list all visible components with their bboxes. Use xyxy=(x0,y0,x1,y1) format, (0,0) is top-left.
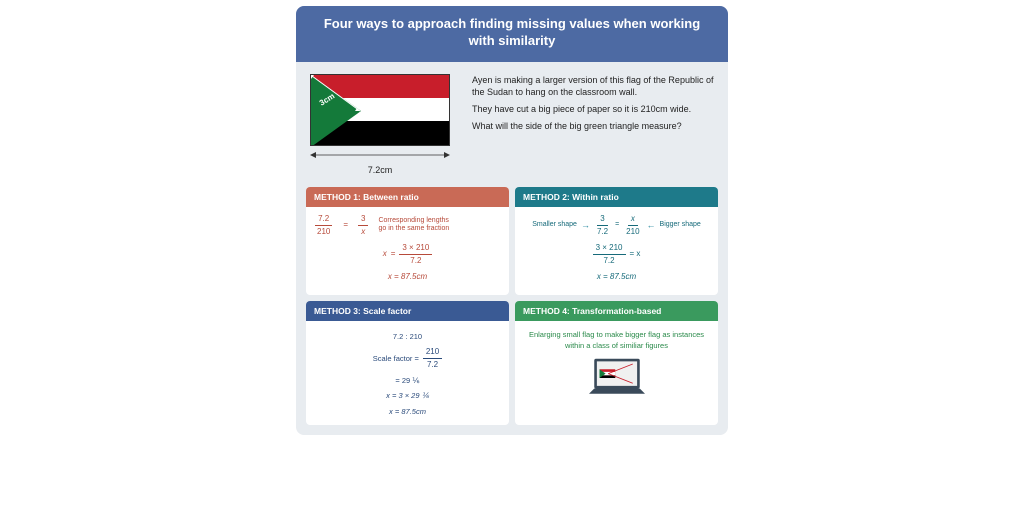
method-3-title: METHOD 3: Scale factor xyxy=(306,301,509,321)
problem-p1: Ayen is making a larger version of this … xyxy=(472,74,714,98)
m1-step2-frac: 3 × 210 7.2 xyxy=(399,242,432,267)
m3-line1: 7.2 : 210 xyxy=(393,331,422,342)
flag-triangle xyxy=(311,75,450,146)
arrow-right-icon: → xyxy=(581,219,590,233)
m3-line4: x = 3 × 29 ⅙ xyxy=(386,390,429,401)
methods-grid: METHOD 1: Between ratio 7.2 210 = 3 x Co… xyxy=(296,181,728,435)
method-3: METHOD 3: Scale factor 7.2 : 210 Scale f… xyxy=(306,301,509,425)
m3-sf-frac: 210 7.2 xyxy=(423,346,442,371)
m1-result: x = 87.5cm xyxy=(388,271,427,283)
m1-note: Corresponding lengths go in the same fra… xyxy=(378,217,450,234)
m2-frac1: 3 7.2 xyxy=(594,213,611,238)
title-bar: Four ways to approach finding missing va… xyxy=(296,6,728,62)
m4-text: Enlarging small flag to make bigger flag… xyxy=(523,329,710,352)
m3-result: x = 87.5cm xyxy=(389,406,426,417)
method-1: METHOD 1: Between ratio 7.2 210 = 3 x Co… xyxy=(306,187,509,295)
method-2-title: METHOD 2: Within ratio xyxy=(515,187,718,207)
m2-left-label: Smaller shape xyxy=(532,220,577,231)
m3-line3: = 29 ⅙ xyxy=(395,375,419,386)
m3-sf-label: Scale factor = xyxy=(373,353,419,364)
m2-result: x = 87.5cm xyxy=(597,271,636,283)
m2-frac2: x 210 xyxy=(623,213,642,238)
m2-right-label: Bigger shape xyxy=(660,220,701,231)
method-1-title: METHOD 1: Between ratio xyxy=(306,187,509,207)
infographic-title: Four ways to approach finding missing va… xyxy=(324,16,700,48)
infographic-card: Four ways to approach finding missing va… xyxy=(296,6,728,435)
problem-section: 3cm 7.2cm Ayen is making a larger versio… xyxy=(296,62,728,181)
method-2: METHOD 2: Within ratio Smaller shape → 3… xyxy=(515,187,718,295)
width-arrow xyxy=(310,151,450,159)
m1-frac1: 7.2 210 xyxy=(314,213,333,238)
flag-width-label: 7.2cm xyxy=(310,165,450,175)
m2-step2-frac: 3 × 210 7.2 xyxy=(593,242,626,267)
arrow-left-icon: ← xyxy=(647,219,656,233)
m1-frac2: 3 x xyxy=(358,213,368,238)
problem-p2: They have cut a big piece of paper so it… xyxy=(472,103,714,115)
method-4-title: METHOD 4: Transformation-based xyxy=(515,301,718,321)
sudan-flag: 3cm xyxy=(310,74,450,146)
laptop-icon xyxy=(582,357,652,401)
problem-p3: What will the side of the big green tria… xyxy=(472,120,714,132)
method-4: METHOD 4: Transformation-based Enlarging… xyxy=(515,301,718,425)
flag-diagram: 3cm 7.2cm xyxy=(310,74,460,175)
problem-text: Ayen is making a larger version of this … xyxy=(472,74,714,175)
